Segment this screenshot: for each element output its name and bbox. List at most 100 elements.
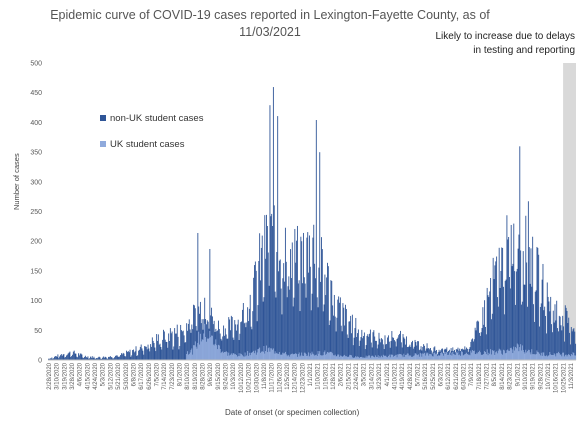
bar-uk [387, 357, 389, 360]
bar-uk [217, 344, 219, 360]
bar-non-uk [55, 356, 57, 360]
bar-uk [300, 355, 302, 360]
bar-non-uk [191, 324, 193, 360]
bar-uk [272, 348, 274, 360]
bar-non-uk [509, 277, 510, 360]
bar-uk [223, 352, 225, 360]
bar-uk [558, 353, 560, 360]
bar-non-uk [173, 346, 175, 360]
bar-uk [244, 352, 246, 360]
bar-non-uk [388, 341, 390, 360]
bar-uk [362, 357, 364, 360]
x-tick-label: 6/3/2021 [439, 362, 445, 386]
legend-item-non-uk: non-UK student cases [100, 111, 203, 125]
bar-non-uk [135, 346, 137, 360]
bar-uk [214, 343, 216, 360]
bar-uk [238, 353, 240, 360]
bar-non-uk [258, 260, 260, 360]
bar-non-uk [311, 293, 313, 360]
bar-non-uk [404, 338, 406, 360]
bar-non-uk [86, 357, 88, 360]
bar-non-uk [151, 337, 153, 360]
legend-label-uk: UK student cases [110, 138, 185, 150]
bar-non-uk [72, 354, 73, 360]
y-tick-label: 450 [30, 90, 42, 97]
bar-non-uk [96, 358, 97, 360]
bar-non-uk [359, 340, 361, 360]
y-tick-label: 250 [30, 209, 42, 216]
bar-non-uk [302, 232, 304, 360]
bar-non-uk [121, 354, 123, 360]
x-tick-label: 6/21/2021 [454, 362, 460, 389]
bar-non-uk [364, 349, 366, 360]
bar-non-uk [78, 353, 79, 360]
bar-non-uk [235, 324, 237, 360]
bar-uk [485, 352, 486, 360]
bar-uk [277, 353, 279, 360]
x-axis-title: Date of onset (or specimen collection) [225, 408, 360, 417]
bar-non-uk [263, 297, 265, 360]
bar-non-uk [175, 333, 176, 360]
bar-non-uk [290, 278, 292, 360]
bar-uk [273, 353, 275, 360]
bar-uk [190, 349, 192, 360]
y-tick-label: 50 [34, 328, 42, 335]
bar-non-uk [562, 315, 564, 360]
bar-non-uk [335, 331, 337, 360]
bar-non-uk [161, 349, 163, 360]
bar-non-uk [323, 304, 325, 360]
bar-non-uk [52, 358, 54, 360]
bar-non-uk [459, 348, 461, 360]
bar-non-uk [417, 341, 419, 360]
bar-uk [290, 353, 292, 360]
bar-non-uk [399, 333, 401, 360]
bar-uk [449, 354, 451, 360]
bar-uk [408, 356, 410, 360]
bar-non-uk [185, 342, 187, 360]
bar-non-uk [95, 358, 97, 360]
bar-non-uk [254, 265, 255, 360]
x-tick-label: 8/28/2020 [201, 362, 207, 389]
bar-non-uk [527, 201, 529, 360]
bar-uk [478, 350, 480, 360]
bar-non-uk [102, 357, 103, 360]
bar-uk [264, 353, 266, 360]
bar-non-uk [360, 337, 362, 360]
bar-uk [259, 347, 261, 360]
bar-non-uk [497, 297, 498, 360]
bar-uk [374, 357, 376, 360]
bar-non-uk [151, 346, 152, 360]
bar-uk [340, 355, 342, 360]
bar-uk [561, 356, 563, 360]
bar-non-uk [91, 356, 93, 360]
bar-non-uk [131, 355, 133, 360]
bar-uk [351, 355, 352, 360]
bar-uk [474, 354, 476, 360]
bar-uk [575, 355, 577, 360]
bar-uk [248, 355, 249, 360]
y-tick-label: 0 [38, 358, 42, 365]
bar-non-uk [142, 350, 144, 360]
bar-uk [189, 352, 191, 360]
bar-non-uk [199, 301, 201, 360]
bar-non-uk [493, 279, 495, 360]
bar-non-uk [327, 262, 328, 360]
bar-uk [266, 345, 267, 360]
legend-swatch-uk [100, 141, 106, 147]
bar-uk [360, 356, 362, 360]
bar-non-uk [150, 344, 152, 360]
bar-uk [320, 355, 322, 360]
bar-uk [493, 350, 495, 360]
bar-non-uk [306, 237, 308, 360]
bar-uk [221, 351, 223, 360]
bar-uk [317, 350, 319, 360]
bar-uk [194, 341, 196, 360]
bar-non-uk [418, 341, 419, 360]
bar-non-uk [409, 344, 411, 360]
bar-non-uk [168, 333, 170, 360]
bar-uk [350, 354, 352, 360]
bar-non-uk [536, 246, 538, 360]
bar-uk [529, 352, 531, 360]
bar-non-uk [159, 343, 161, 360]
bar-uk [341, 356, 343, 360]
